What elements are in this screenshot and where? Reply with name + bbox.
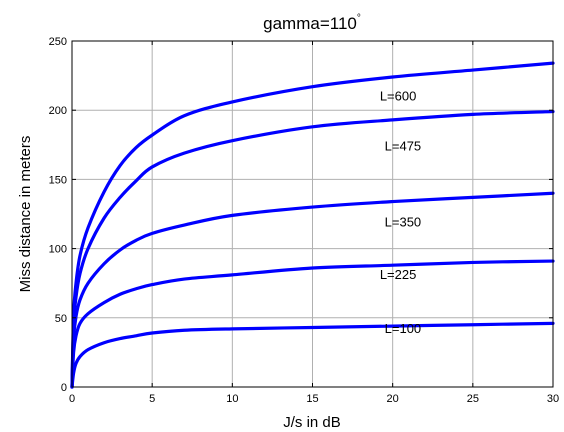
y-tick-label: 50 (55, 313, 67, 325)
chart-title-text: gamma=110 (263, 14, 357, 33)
curve-labels: L=600 L=475 L=350 L=225 L=100 (380, 89, 421, 337)
y-tick-label: 100 (49, 244, 67, 256)
x-tick-label: 5 (149, 393, 155, 405)
series-line-l-350 (70, 191, 555, 389)
curve-label-l-225: L=225 (380, 267, 417, 282)
y-tick-label: 200 (49, 105, 67, 117)
y-tick-label: 250 (49, 36, 67, 48)
x-tick-label: 15 (306, 393, 318, 405)
curve-label-l-475: L=475 (385, 138, 422, 153)
curve-label-l-100: L=100 (385, 321, 422, 336)
curve-label-l-600: L=600 (380, 89, 417, 104)
x-axis-ticks: 0 5 10 15 20 25 30 (69, 41, 559, 405)
x-tick-label: 20 (387, 393, 399, 405)
curve-label-l-350: L=350 (385, 214, 422, 229)
x-axis-title: J/s in dB (283, 414, 341, 431)
series-layer (70, 61, 555, 389)
x-tick-label: 25 (467, 393, 479, 405)
x-tick-label: 0 (69, 393, 75, 405)
series-line-l-600 (70, 61, 555, 389)
x-tick-label: 10 (226, 393, 238, 405)
series-line-l-100 (70, 321, 555, 389)
y-axis-ticks: 0 50 100 150 200 250 (49, 36, 553, 394)
chart-title-degree: ° (357, 13, 361, 24)
y-axis-title: Miss distance in meters (17, 136, 34, 293)
y-tick-label: 150 (49, 174, 67, 186)
series-line-l-225 (70, 259, 555, 389)
series-line-l-475 (70, 109, 555, 389)
y-tick-label: 0 (61, 382, 67, 394)
chart-title: gamma=110° (263, 13, 361, 33)
x-tick-label: 30 (547, 393, 559, 405)
